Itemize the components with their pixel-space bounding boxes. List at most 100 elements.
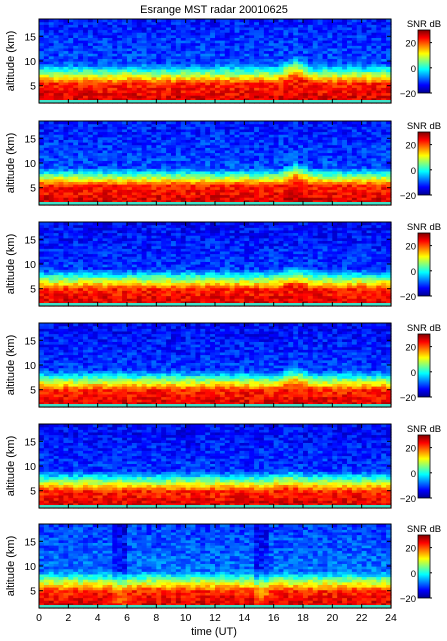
heatmap-cell — [185, 21, 192, 25]
heatmap-cell — [210, 97, 216, 101]
heatmap-cell — [156, 58, 162, 62]
heatmap-cell — [141, 74, 148, 78]
heatmap-cell — [156, 82, 162, 86]
heatmap-cell — [210, 82, 216, 86]
heatmap-cell — [293, 34, 299, 38]
heatmap-cell — [156, 87, 162, 91]
heatmap-cell — [371, 74, 377, 78]
heatmap-cell — [366, 61, 373, 65]
heatmap-cell — [234, 63, 241, 67]
heatmap-cell — [263, 24, 270, 28]
heatmap-cell — [215, 42, 221, 46]
heatmap-cell — [73, 40, 79, 44]
heatmap-cell — [68, 47, 74, 52]
heatmap-cell — [53, 32, 60, 36]
heatmap-cell — [58, 76, 65, 80]
heatmap-cell — [151, 87, 157, 91]
heatmap-cell — [327, 19, 333, 23]
heatmap-cell — [78, 29, 84, 33]
heatmap-cell — [234, 87, 241, 91]
heatmap-cell — [68, 66, 74, 70]
heatmap-cell — [249, 26, 255, 31]
heatmap-cell — [107, 42, 113, 46]
heatmap-cell — [171, 50, 177, 54]
heatmap-cell — [97, 89, 104, 94]
heatmap-cell — [234, 82, 241, 86]
heatmap-cell — [254, 87, 260, 91]
heatmap-cell — [366, 37, 373, 41]
heatmap-cell — [273, 21, 280, 25]
heatmap-cell — [361, 42, 368, 46]
heatmap-cell — [185, 89, 192, 94]
heatmap-cell — [327, 21, 333, 25]
heatmap-cell — [175, 92, 182, 96]
heatmap-cell — [166, 19, 172, 23]
heatmap-cell — [263, 34, 270, 38]
heatmap-cell — [268, 24, 275, 28]
heatmap-cell — [117, 74, 123, 78]
heatmap-cell — [249, 74, 255, 78]
heatmap-cell — [102, 84, 109, 88]
heatmap-cell — [332, 71, 338, 75]
heatmap-cell — [136, 21, 143, 25]
heatmap-cell — [361, 79, 368, 83]
heatmap-cell — [185, 95, 192, 99]
heatmap-cell — [171, 24, 177, 28]
heatmap-cell — [83, 32, 89, 36]
heatmap-cell — [268, 42, 275, 46]
heatmap-cell — [180, 76, 187, 80]
heatmap-cell — [58, 19, 65, 23]
heatmap-cell — [283, 63, 289, 67]
heatmap-cell — [332, 79, 338, 83]
heatmap-cell — [185, 29, 192, 33]
heatmap-cell — [112, 26, 118, 31]
heatmap-cell — [224, 71, 231, 75]
heatmap-cell — [219, 19, 226, 23]
heatmap-cell — [337, 55, 343, 59]
heatmap-cell — [361, 92, 368, 96]
heatmap-cell — [68, 89, 74, 94]
heatmap-cell — [224, 92, 231, 96]
heatmap-cell — [87, 66, 94, 70]
heatmap-cell — [97, 45, 104, 49]
heatmap-cell — [351, 19, 358, 23]
heatmap-cell — [161, 84, 167, 88]
heatmap-cell — [73, 29, 79, 33]
heatmap-cell — [48, 97, 55, 101]
y-tick-label: 5 — [30, 81, 36, 93]
heatmap-cell — [141, 24, 148, 28]
heatmap-cell — [112, 74, 118, 78]
heatmap-cell — [205, 55, 211, 59]
heatmap-cell — [200, 63, 206, 67]
heatmap-cell — [224, 53, 231, 57]
heatmap-cell — [200, 29, 206, 33]
heatmap-cell — [351, 61, 358, 65]
heatmap-cell — [268, 58, 275, 62]
heatmap-cell — [200, 79, 206, 83]
heatmap-cell — [136, 63, 143, 67]
heatmap-cell — [263, 58, 270, 62]
heatmap-cell — [136, 34, 143, 38]
heatmap-cell — [136, 19, 143, 23]
heatmap-cell — [210, 37, 216, 41]
heatmap-cell — [73, 95, 79, 99]
heatmap-cell — [166, 24, 172, 28]
heatmap-cell — [151, 47, 157, 52]
heatmap-cell — [278, 74, 285, 78]
heatmap-cell — [117, 24, 123, 28]
heatmap-cell — [298, 32, 304, 36]
heatmap-cell — [361, 50, 368, 54]
heatmap-cell — [283, 34, 289, 38]
heatmap-cell — [156, 55, 162, 59]
heatmap-cell — [278, 26, 285, 31]
heatmap-cell — [376, 79, 382, 83]
heatmap-cell — [205, 21, 211, 25]
heatmap-cell — [112, 40, 118, 44]
heatmap-cell — [97, 97, 104, 101]
heatmap-cell — [263, 87, 270, 91]
heatmap-cell — [273, 50, 280, 54]
heatmap-cell — [43, 24, 50, 28]
heatmap-cell — [298, 47, 304, 52]
heatmap-cell — [347, 42, 353, 46]
heatmap-cell — [171, 92, 177, 96]
